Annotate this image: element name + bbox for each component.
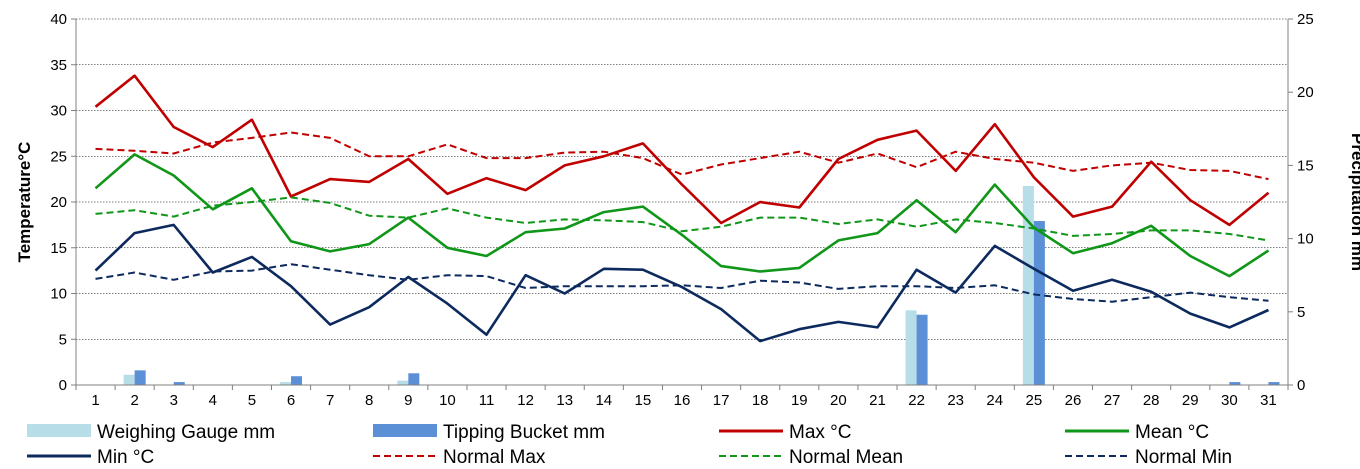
precipitation-bars [123, 185, 1280, 385]
legend-swatch [373, 424, 437, 437]
y-tick-label: 35 [50, 57, 67, 74]
x-tick-label: 11 [479, 392, 495, 409]
legend-label: Normal Mean [789, 447, 903, 468]
x-tick-label: 24 [986, 392, 1003, 409]
x-tick-label: 9 [404, 392, 412, 409]
y-axis-title: Temperature°C [15, 142, 34, 263]
x-tick-label: 30 [1221, 392, 1238, 409]
bar [905, 310, 917, 385]
x-tick-label: 4 [209, 392, 217, 409]
y2-tick-label: 5 [1297, 304, 1305, 321]
bar [916, 314, 928, 385]
legend-label: Weighing Gauge mm [97, 422, 275, 443]
y-tick-label: 20 [50, 194, 67, 211]
y-tick-label: 10 [50, 286, 67, 303]
y2-tick-label: 20 [1297, 84, 1314, 101]
y2-tick-label: 0 [1297, 377, 1305, 394]
series-line [95, 196, 1269, 242]
bar [1229, 382, 1241, 385]
x-tick-label: 18 [752, 392, 769, 409]
legend-label: Mean °C [1135, 422, 1209, 443]
legend-label: Max °C [789, 422, 852, 443]
legend-swatch [27, 424, 91, 437]
x-tick-label: 27 [1104, 392, 1121, 409]
x-tick-label: 2 [130, 392, 138, 409]
x-tick-label: 20 [830, 392, 847, 409]
temperature-lines [94, 74, 1270, 343]
legend-label: Min °C [97, 447, 154, 468]
x-tick-label: 15 [635, 392, 652, 409]
x-tick-label: 19 [791, 392, 808, 409]
series-line [95, 131, 1269, 181]
x-tick-label: 10 [439, 392, 456, 409]
legend-label: Normal Max [443, 447, 546, 468]
x-tick-label: 5 [248, 392, 256, 409]
bar [123, 374, 135, 385]
series-line [95, 263, 1269, 303]
bar [1033, 221, 1045, 385]
y-tick-label: 30 [50, 103, 67, 120]
x-tick-label: 17 [713, 392, 730, 409]
series-line [94, 153, 1270, 278]
legend: Weighing Gauge mm Tipping Bucket mm Max °C… [27, 422, 1232, 468]
x-tick-label: 6 [287, 392, 295, 409]
legend-label: Tipping Bucket mm [443, 422, 605, 443]
x-tick-label: 7 [326, 392, 334, 409]
y2-tick-label: 15 [1297, 157, 1314, 174]
y-tick-label: 5 [59, 331, 67, 348]
bar [1268, 382, 1280, 385]
x-tick-label: 14 [595, 392, 612, 409]
bar [397, 380, 409, 385]
bar [1022, 185, 1034, 385]
gridlines [76, 18, 1288, 340]
x-tick-label: 21 [869, 392, 886, 409]
y-tick-label: 40 [50, 11, 67, 28]
legend-label: Normal Min [1135, 447, 1232, 468]
x-tick-label: 31 [1260, 392, 1277, 409]
x-tick-label: 1 [91, 392, 99, 409]
x-tick-label: 29 [1182, 392, 1199, 409]
bar [291, 376, 303, 385]
series-line [94, 223, 1270, 343]
y2-axis-title: Precipitation mm [1348, 133, 1360, 271]
y2-tick-label: 10 [1297, 231, 1314, 248]
x-tick-label: 3 [170, 392, 178, 409]
x-tick-label: 25 [1026, 392, 1043, 409]
x-tick-label: 28 [1143, 392, 1160, 409]
y-tick-label: 15 [50, 240, 67, 257]
bar [280, 382, 292, 385]
bar [173, 382, 185, 385]
bar [408, 373, 420, 385]
series-line [94, 74, 1270, 227]
y-tick-label: 0 [59, 377, 67, 394]
x-tick-label: 26 [1065, 392, 1082, 409]
y-tick-label: 25 [50, 148, 67, 165]
x-tick-label: 23 [947, 392, 964, 409]
x-tick-label: 13 [556, 392, 573, 409]
x-tick-label: 16 [674, 392, 691, 409]
x-tick-label: 22 [908, 392, 925, 409]
bar [134, 370, 146, 385]
x-tick-label: 12 [517, 392, 534, 409]
x-tick-label: 8 [365, 392, 373, 409]
y2-tick-label: 25 [1297, 11, 1314, 28]
